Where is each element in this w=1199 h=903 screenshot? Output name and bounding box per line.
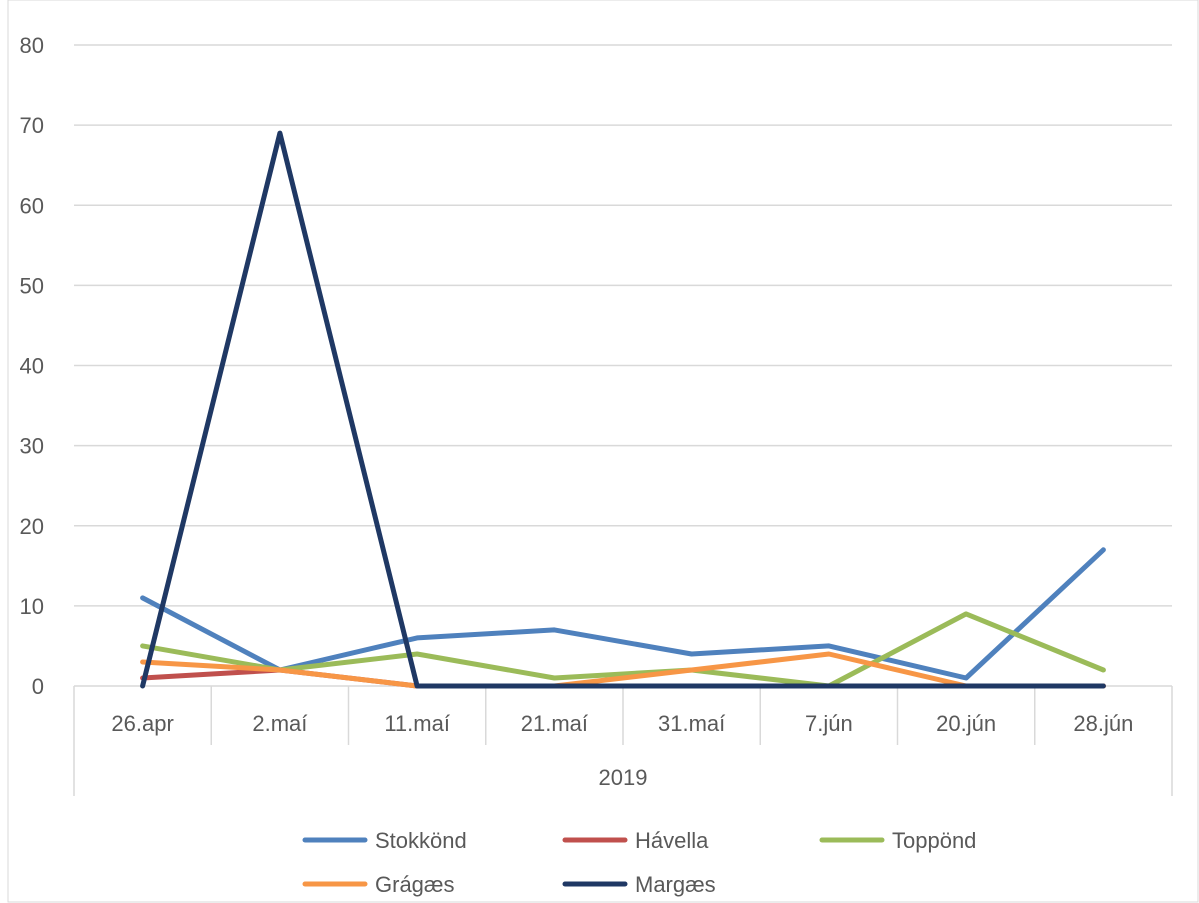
chart-border — [7, 0, 1199, 903]
axes — [73, 686, 1173, 796]
series-line-1 — [140, 547, 1106, 681]
series-line-3 — [140, 611, 1106, 689]
legend-item: Hávella — [562, 828, 709, 853]
x-tick-label: 11.maí — [384, 711, 450, 736]
legend-label: Hávella — [635, 828, 709, 853]
legend-label: Grágæs — [375, 872, 454, 897]
legend-item: Grágæs — [302, 872, 454, 897]
legend-label: Stokkönd — [375, 828, 467, 853]
x-tick-label: 26.apr — [111, 711, 173, 736]
x-tick-label: 20.jún — [936, 711, 996, 736]
x-tick-label: 28.jún — [1073, 711, 1133, 736]
legend-item: Toppönd — [819, 828, 976, 853]
x-category-labels: 26.apr 2.maí 11.maí 21.maí 31.maí 7.jún 20.jún… — [111, 711, 1133, 790]
series-line-5 — [140, 130, 1106, 689]
y-tick-label: 70 — [20, 113, 44, 138]
legend-label: Margæs — [635, 872, 716, 897]
x-tick-label: 2.maí — [252, 711, 307, 736]
y-tick-label: 40 — [20, 354, 44, 379]
series-line-4 — [140, 651, 1106, 689]
y-tick-label: 50 — [20, 273, 44, 298]
y-tick-labels: 0 10 20 30 40 50 60 70 80 — [20, 33, 44, 699]
x-tick-label: 7.jún — [805, 711, 853, 736]
series-lines — [140, 130, 1106, 689]
x-group-label: 2019 — [599, 765, 648, 790]
legend-label: Toppönd — [892, 828, 976, 853]
y-tick-label: 0 — [32, 674, 44, 699]
y-tick-label: 60 — [20, 193, 44, 218]
x-tick-label: 21.maí — [521, 711, 588, 736]
legend: Stokkönd Hávella Toppönd Grágæs Margæs — [302, 828, 976, 897]
legend-item: Margæs — [562, 872, 716, 897]
x-tick-label: 31.maí — [658, 711, 725, 736]
legend-item: Stokkönd — [302, 828, 467, 853]
y-tick-label: 10 — [20, 594, 44, 619]
y-tick-label: 30 — [20, 434, 44, 459]
y-tick-label: 80 — [20, 33, 44, 58]
y-tick-label: 20 — [20, 514, 44, 539]
